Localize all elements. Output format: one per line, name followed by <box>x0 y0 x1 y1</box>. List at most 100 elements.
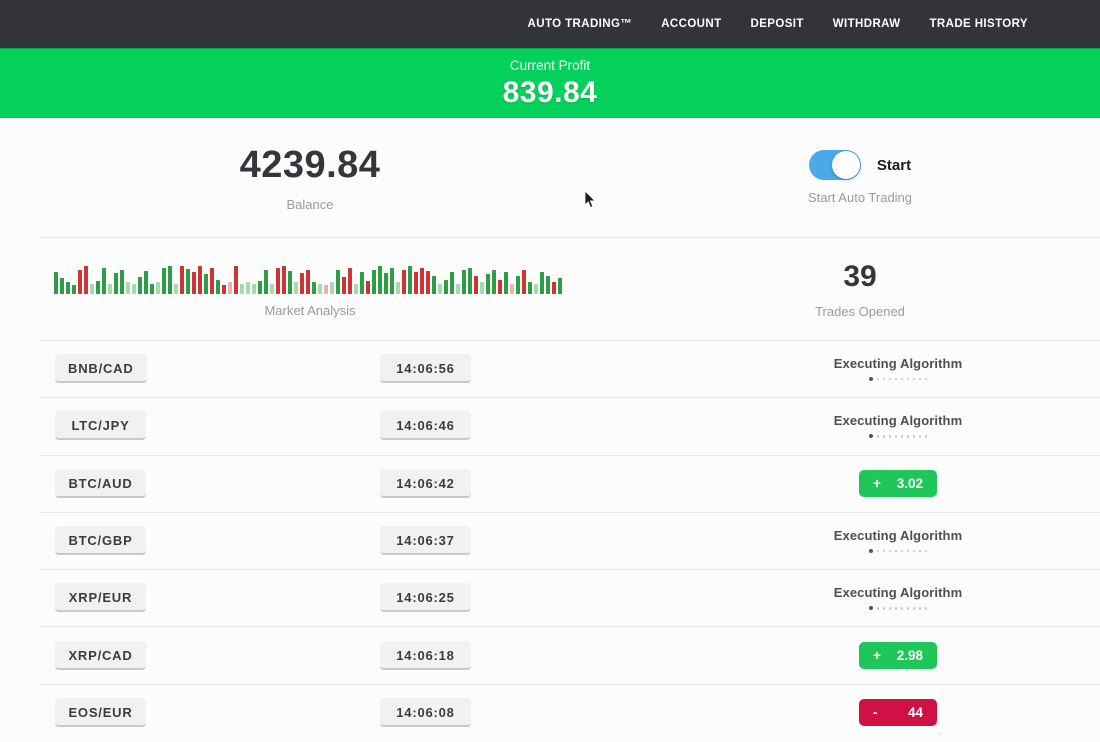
pair-badge[interactable]: BTC/AUD <box>55 468 146 498</box>
nav-item[interactable]: WITHDRAW <box>832 18 901 30</box>
chart-bar <box>252 284 256 294</box>
chart-bar <box>288 271 292 294</box>
time-badge[interactable]: 14:06:46 <box>380 411 471 441</box>
loader-dot <box>882 377 885 381</box>
loader-dot <box>882 607 885 610</box>
market-analysis-block: Market Analysis <box>0 238 620 340</box>
trade-row: XRP/EUR 14:06:25 Executing Algorithm <box>0 569 1100 626</box>
chart-bar <box>126 282 130 294</box>
pair-cell: XRP/EUR <box>55 583 380 613</box>
current-profit-value: 839.84 <box>502 75 598 109</box>
loader-dot <box>924 607 927 610</box>
pair-cell: LTC/JPY <box>55 411 380 441</box>
pair-cell: XRP/CAD <box>55 640 380 670</box>
chart-bar <box>222 285 226 294</box>
chart-bar <box>78 270 82 294</box>
result-sign: + <box>873 475 881 491</box>
pair-badge[interactable]: EOS/EUR <box>55 697 146 727</box>
chart-bar <box>390 268 394 294</box>
status-cell: +3.02 <box>748 469 1048 497</box>
divider <box>40 237 1100 238</box>
time-badge[interactable]: 14:06:56 <box>380 354 471 384</box>
chart-bar <box>342 277 346 294</box>
pair-cell: EOS/EUR <box>55 697 380 727</box>
chart-bar <box>54 272 58 294</box>
nav-item[interactable]: TRADE HISTORY <box>929 18 1028 30</box>
chart-bar <box>276 268 280 294</box>
loader-dot <box>900 549 903 553</box>
loader-dot <box>894 549 897 553</box>
trade-row: LTC/JPY 14:06:46 Executing Algorithm <box>0 397 1100 454</box>
pair-badge[interactable]: XRP/CAD <box>55 640 146 670</box>
result-badge: +2.98 <box>859 641 937 669</box>
loader-dot <box>918 549 921 553</box>
chart-bar <box>522 270 526 294</box>
chart-bar <box>414 272 418 294</box>
balance-section: 4239.84 Balance Start Start Auto Trading <box>0 118 1100 237</box>
loader-dot <box>894 377 897 381</box>
loader-dots <box>869 548 927 553</box>
loader-dot <box>876 607 879 610</box>
loader-dot <box>924 377 927 381</box>
chart-bar <box>144 271 148 294</box>
time-cell: 14:06:42 <box>380 468 748 498</box>
pair-badge[interactable]: LTC/JPY <box>55 411 146 441</box>
chart-bar <box>348 268 352 294</box>
loader-dot <box>894 607 897 610</box>
time-badge[interactable]: 14:06:08 <box>380 697 471 727</box>
chart-bar <box>294 282 298 294</box>
loader-dot <box>888 549 891 553</box>
loader-dot <box>876 549 879 553</box>
loader-dot <box>869 377 873 382</box>
time-cell: 14:06:37 <box>380 525 748 555</box>
loader-dot <box>906 435 909 438</box>
balance-block: 4239.84 Balance <box>0 118 620 237</box>
chart-bar <box>120 270 124 294</box>
chart-bar <box>540 272 544 294</box>
pair-badge[interactable]: BNB/CAD <box>55 354 147 384</box>
chart-bar <box>210 268 214 294</box>
time-badge[interactable]: 14:06:18 <box>380 640 471 670</box>
time-badge[interactable]: 14:06:25 <box>380 583 471 613</box>
loader-dot <box>900 377 903 381</box>
pair-badge[interactable]: XRP/EUR <box>55 583 146 613</box>
chart-bar <box>444 280 448 294</box>
status-cell: Executing Algorithm <box>748 585 1048 611</box>
trade-row: BTC/AUD 14:06:42 +3.02 <box>0 454 1100 512</box>
status-cell: - 44 <box>748 698 1048 726</box>
auto-trading-toggle[interactable] <box>808 150 861 180</box>
result-amount: 44 <box>907 704 923 720</box>
chart-bar <box>480 282 484 294</box>
loader-dot <box>918 377 921 381</box>
pair-cell: BTC/GBP <box>55 525 380 555</box>
chart-bar <box>180 266 184 294</box>
executing-label: Executing Algorithm <box>833 585 963 601</box>
nav-item[interactable]: ACCOUNT <box>661 18 722 30</box>
loader-dot <box>906 549 909 553</box>
chart-bar <box>150 284 154 294</box>
chart-bar <box>438 284 442 294</box>
chart-bar <box>324 285 328 294</box>
nav-item[interactable]: AUTO TRADING™ <box>527 18 633 30</box>
trades-list: BNB/CAD 14:06:56 Executing Algorithm LTC/JP… <box>0 340 1100 741</box>
chart-bar <box>108 284 112 294</box>
nav-item[interactable]: DEPOSIT <box>750 18 804 30</box>
loader-dot <box>888 607 891 610</box>
chart-bar <box>282 266 286 294</box>
chart-bar <box>174 284 178 294</box>
chart-bar <box>312 282 316 294</box>
chart-bar <box>336 270 340 294</box>
time-badge[interactable]: 14:06:42 <box>380 468 471 498</box>
chart-bar <box>234 266 238 294</box>
chart-bar <box>132 284 136 294</box>
pair-badge[interactable]: BTC/GBP <box>55 525 146 555</box>
loader-dot <box>924 435 927 438</box>
result-amount: 2.98 <box>896 647 923 663</box>
chart-bar <box>102 268 106 294</box>
executing-label: Executing Algorithm <box>833 527 963 543</box>
auto-trading-caption: Start Auto Trading <box>807 190 913 205</box>
chart-bar <box>354 284 358 294</box>
time-badge[interactable]: 14:06:37 <box>380 525 471 555</box>
executing-label: Executing Algorithm <box>833 413 963 429</box>
chart-bar <box>360 272 364 294</box>
